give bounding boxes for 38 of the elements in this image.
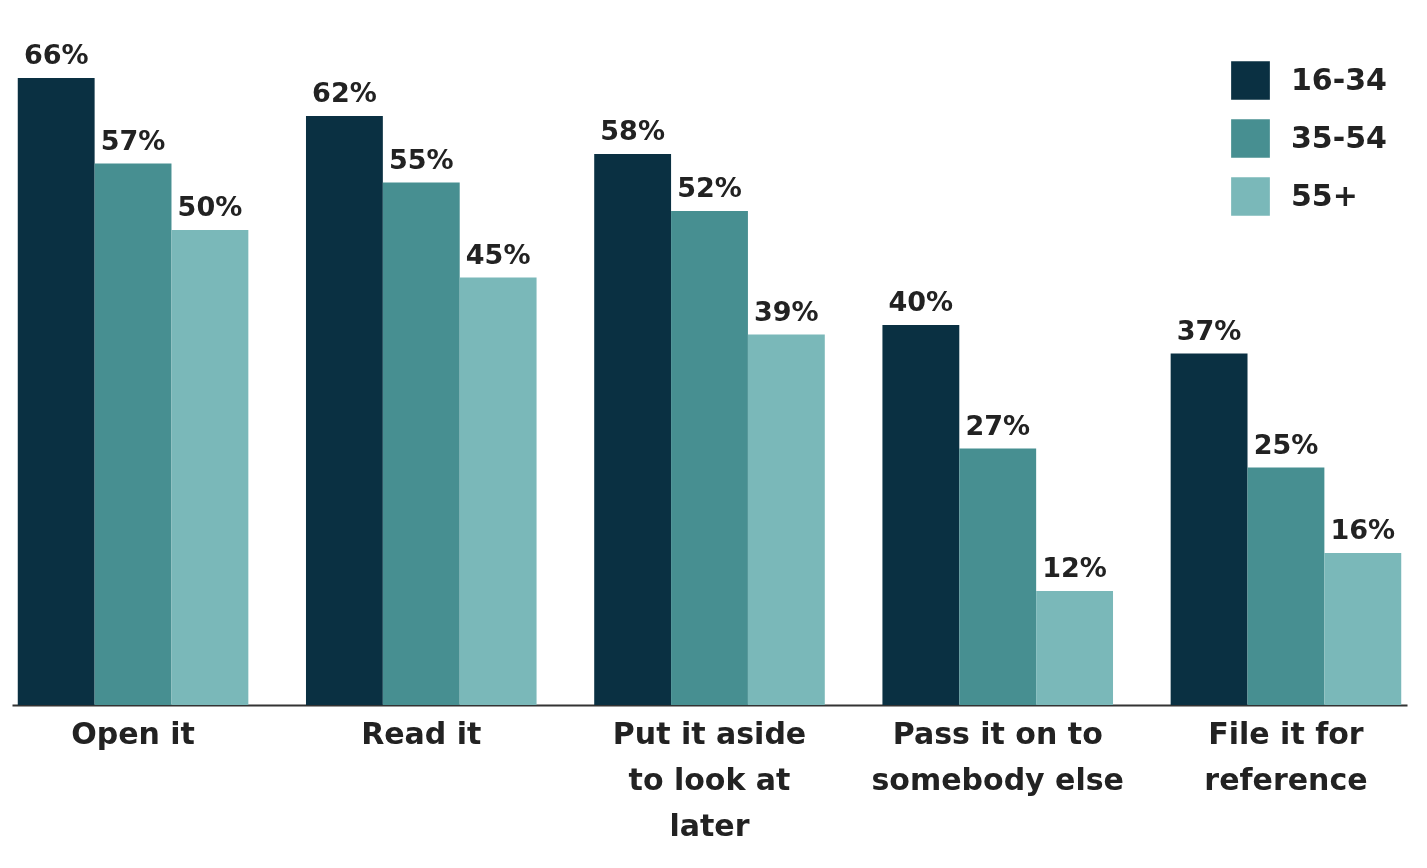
bar xyxy=(459,277,537,705)
bar xyxy=(382,182,460,705)
legend-label: 35-54 xyxy=(1291,119,1387,155)
data-label: 62% xyxy=(312,77,377,108)
bar xyxy=(1170,353,1248,705)
data-label: 27% xyxy=(965,409,1031,441)
x-tick-label: Pass it on to somebody else xyxy=(871,715,1124,797)
bar xyxy=(17,78,95,705)
bar xyxy=(94,163,172,705)
data-label: 55% xyxy=(388,143,454,175)
bar xyxy=(171,230,249,705)
bar xyxy=(305,116,383,705)
data-label: 45% xyxy=(465,238,531,270)
x-tick-label: File it for reference xyxy=(1204,715,1368,797)
bar xyxy=(882,325,960,705)
bar xyxy=(1324,553,1402,705)
legend-label: 16-34 xyxy=(1291,61,1387,97)
data-label: 16% xyxy=(1330,514,1396,545)
legend-label: 55+ xyxy=(1291,177,1358,213)
x-tick-label: Put it aside to look at later xyxy=(612,715,807,843)
bar xyxy=(747,334,825,705)
data-label: 50% xyxy=(177,191,243,222)
x-tick-label: Read it xyxy=(361,715,482,751)
bar xyxy=(594,154,672,705)
data-label: 57% xyxy=(100,124,166,156)
data-label: 58% xyxy=(600,115,665,146)
bar xyxy=(671,211,748,705)
data-label: 25% xyxy=(1253,428,1319,460)
bar xyxy=(959,448,1037,705)
data-label: 39% xyxy=(754,295,819,327)
data-label: 66% xyxy=(23,39,89,70)
data-label: 12% xyxy=(1042,552,1107,583)
bar xyxy=(1036,591,1114,705)
data-label: 52% xyxy=(677,172,742,203)
data-label: 37% xyxy=(1176,314,1242,346)
bar xyxy=(1247,467,1325,705)
data-label: 40% xyxy=(888,286,954,317)
x-tick-label: Open it xyxy=(71,715,195,751)
